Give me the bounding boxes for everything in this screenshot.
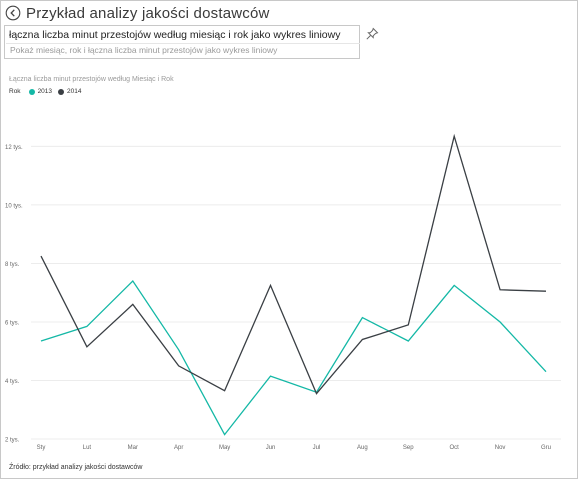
y-tick-label: 12 tys. — [5, 145, 23, 151]
data-point-2013[interactable] — [39, 339, 43, 343]
y-tick-label: 4 tys. — [5, 379, 20, 385]
data-point-2013[interactable] — [85, 324, 89, 328]
x-tick-label: Jul — [313, 445, 321, 451]
legend-marker-2013 — [28, 88, 35, 95]
data-point-2014[interactable] — [498, 288, 502, 292]
data-point-2013[interactable] — [406, 339, 410, 343]
x-tick-label: Aug — [357, 445, 368, 451]
data-point-2014[interactable] — [85, 345, 89, 349]
data-point-2013[interactable] — [131, 279, 135, 283]
x-tick-label: Lut — [83, 445, 92, 451]
source-note: Źródło: przykład analizy jakości dostawc… — [9, 464, 143, 471]
data-point-2013[interactable] — [177, 348, 181, 352]
legend-item-2014[interactable]: 2014 — [58, 88, 82, 95]
legend-label-2014: 2014 — [67, 88, 82, 95]
y-tick-label: 2 tys. — [5, 438, 20, 444]
qa-suggestion[interactable]: Pokaż miesiąc, rok i łączna liczba minut… — [6, 43, 360, 57]
pin-icon[interactable] — [365, 27, 379, 41]
data-point-2014[interactable] — [222, 389, 226, 393]
back-arrow-circle-icon[interactable] — [5, 5, 21, 21]
data-point-2014[interactable] — [177, 364, 181, 368]
series-line-2014[interactable] — [40, 133, 547, 395]
data-point-2014[interactable] — [39, 254, 43, 258]
data-point-2014[interactable] — [360, 337, 364, 341]
data-point-2013[interactable] — [498, 320, 502, 324]
data-point-2013[interactable] — [360, 315, 364, 319]
x-tick-label: Sty — [37, 445, 46, 451]
x-tick-label: Sep — [403, 445, 414, 451]
qa-input[interactable]: łączna liczba minut przestojów według mi… — [9, 29, 341, 41]
x-tick-label: Jun — [266, 445, 276, 451]
legend-title: Rok — [9, 88, 21, 95]
data-point-2013[interactable] — [452, 283, 456, 287]
series-line-2013[interactable] — [40, 279, 547, 436]
chart-title: Łączna liczba minut przestojów według Mi… — [9, 76, 174, 83]
legend-label-2013: 2013 — [37, 88, 53, 95]
y-tick-label: 8 tys. — [5, 262, 20, 268]
data-point-2013[interactable] — [268, 374, 272, 378]
data-point-2014[interactable] — [406, 323, 410, 327]
data-point-2014[interactable] — [544, 289, 548, 293]
qa-question-box[interactable]: łączna liczba minut przestojów według mi… — [4, 25, 360, 59]
y-tick-label: 10 tys. — [5, 203, 23, 209]
y-tick-label: 6 tys. — [5, 320, 20, 326]
header: Przykład analizy jakości dostawców — [5, 3, 270, 23]
data-point-2014[interactable] — [131, 302, 135, 306]
data-point-2013[interactable] — [544, 370, 548, 374]
page-title: Przykład analizy jakości dostawców — [26, 4, 270, 22]
legend-marker-2014 — [58, 88, 65, 95]
x-tick-label: Nov — [495, 445, 506, 451]
x-tick-label: Gru — [541, 445, 551, 451]
data-point-2014[interactable] — [268, 283, 272, 287]
x-tick-label: Oct — [450, 445, 460, 451]
x-tick-label: Mar — [128, 445, 138, 451]
legend-item-2013[interactable]: 2013 — [28, 88, 53, 95]
data-point-2013[interactable] — [222, 432, 226, 436]
x-tick-label: May — [219, 445, 230, 451]
data-point-2014[interactable] — [452, 134, 456, 138]
data-point-2014[interactable] — [314, 391, 318, 395]
chart-legend: Rok 2013 2014 — [9, 88, 88, 95]
line-chart: 2 tys. 4 tys. 6 tys. 8 tys. 10 tys. 12 tys. St… — [5, 133, 561, 451]
x-tick-label: Apr — [174, 445, 183, 451]
